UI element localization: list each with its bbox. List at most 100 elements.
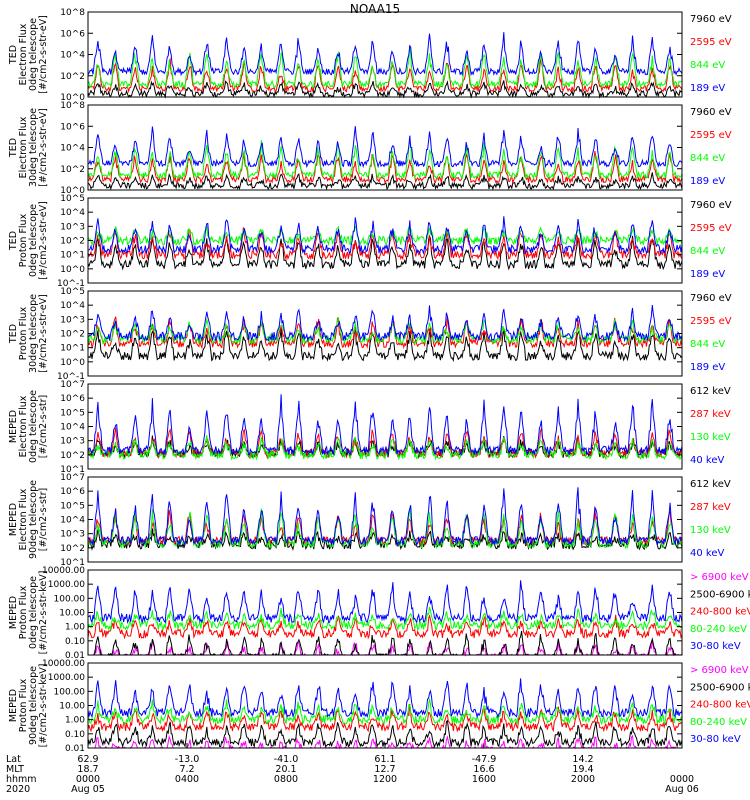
x-tick-label: -47.9 bbox=[472, 754, 497, 765]
x-tick-label: 1600 bbox=[472, 774, 496, 785]
x-tick-label: 2000 bbox=[571, 774, 595, 785]
y-axis-label-line: TED bbox=[8, 138, 19, 158]
y-tick-label: 10^-1 bbox=[57, 372, 85, 382]
y-tick-label: 10^4 bbox=[60, 51, 85, 61]
y-axis-label-line: Electron Flux bbox=[18, 488, 29, 550]
x-tick-label: 12.7 bbox=[374, 764, 395, 775]
legend-entry: 80-240 keV bbox=[690, 624, 747, 635]
x-tick-label: 1200 bbox=[373, 774, 397, 785]
series-line-40-kev bbox=[87, 394, 683, 457]
legend-entry: 30-80 keV bbox=[690, 641, 741, 652]
panel-7: 0.010.101.0010.00100.001000.0010000.00ME… bbox=[8, 566, 750, 661]
series-line-80-240-kev bbox=[87, 698, 683, 726]
y-axis-label: MEPED Electron Flux 0deg telescope [#/cm2-s… bbox=[8, 390, 49, 463]
y-tick-label: 10^4 bbox=[60, 423, 85, 433]
y-tick-label: 10^0 bbox=[60, 265, 85, 275]
panel-6: 10^1 10^2 10^3 10^4 10^5 10^6 10^7 MEPED Electro… bbox=[8, 473, 731, 568]
series-line-844-ev bbox=[87, 140, 683, 181]
x-axis-row-label: 2020 bbox=[6, 784, 30, 795]
x-axis-row-label: MLT bbox=[6, 764, 24, 775]
series-line-30-80-kev bbox=[87, 678, 683, 719]
y-axis-label-line: 0deg telescope bbox=[28, 18, 39, 91]
panel-frame bbox=[87, 569, 683, 656]
y-tick-label: 0.10 bbox=[65, 730, 85, 740]
legend-entry: 612 keV bbox=[690, 386, 731, 397]
x-axis-row-label: hhmm bbox=[6, 774, 37, 785]
y-axis-label-line: MEPED bbox=[8, 596, 19, 629]
y-tick-label: 10^3 bbox=[60, 222, 85, 232]
legend-entry: 80-240 keV bbox=[690, 717, 747, 728]
series-line-30-80-kev bbox=[87, 580, 683, 625]
y-axis-label-line: 0deg telescope bbox=[28, 390, 39, 463]
y-tick-label: 10^6 bbox=[60, 29, 85, 39]
y-axis-label-line: TED bbox=[8, 324, 19, 344]
legend-entry: 7960 eV bbox=[690, 107, 732, 118]
y-axis-label: TED Electron Flux 30deg telescope [#/cm2-s-… bbox=[8, 108, 49, 187]
panel-2: 10^0 10^2 10^4 10^6 10^8 TED Electron Flux 30de… bbox=[8, 101, 732, 196]
series-line-240-800-kev bbox=[87, 703, 683, 733]
series-line-2595-ev bbox=[87, 57, 683, 94]
y-tick-label: 10^2 bbox=[60, 72, 85, 82]
series-line-7960-ev bbox=[87, 172, 683, 191]
legend-entry: 612 keV bbox=[690, 479, 731, 490]
legend-entry: 2595 eV bbox=[690, 316, 732, 327]
legend-entry: 287 keV bbox=[690, 409, 731, 420]
series-line-130-kev bbox=[87, 435, 683, 461]
y-axis-label-line: Electron Flux bbox=[18, 395, 29, 457]
series-line-7960-ev bbox=[87, 234, 683, 271]
y-tick-label: 100.00 bbox=[54, 594, 86, 604]
y-tick-label: 10^7 bbox=[60, 473, 85, 483]
y-tick-label: 10000.00 bbox=[42, 659, 85, 669]
y-axis-label: TED Electron Flux 0deg telescope [#/cm2-s-s… bbox=[8, 15, 49, 94]
legend-entry: 844 eV bbox=[690, 339, 725, 350]
y-axis-label-line: TED bbox=[8, 45, 19, 65]
y-tick-label: 10^5 bbox=[60, 194, 85, 204]
y-tick-label: 10^5 bbox=[60, 287, 85, 297]
legend-entry: > 6900 keV bbox=[690, 665, 749, 676]
series-line-2595-ev bbox=[87, 316, 683, 350]
y-tick-label: 10^4 bbox=[60, 144, 85, 154]
x-tick-label: 61.1 bbox=[374, 754, 395, 765]
x-axis-row-label: Lat bbox=[6, 754, 21, 765]
y-tick-label: 0.10 bbox=[65, 637, 85, 647]
y-tick-label: 10^6 bbox=[60, 122, 85, 132]
x-tick-label: 18.7 bbox=[77, 764, 98, 775]
panel-5: 10^1 10^2 10^3 10^4 10^5 10^6 10^7 MEPED Electro… bbox=[8, 380, 731, 475]
x-tick-label: 19.4 bbox=[572, 764, 593, 775]
panel-4: 10^-1 10^0 10^1 10^2 10^3 10^4 10^5 TED Proton F… bbox=[8, 287, 732, 382]
y-axis-label-line: MEPED bbox=[8, 410, 19, 443]
legend-entry: 7960 eV bbox=[690, 14, 732, 25]
legend-entry: 287 keV bbox=[690, 502, 731, 513]
y-tick-label: 0.01 bbox=[65, 744, 85, 754]
y-tick-label: 10^8 bbox=[60, 8, 85, 18]
y-axis-label-line: [#/cm2-s-str-eV] bbox=[38, 108, 49, 187]
y-axis-label-line: Electron Flux bbox=[18, 116, 29, 178]
legend-entry: 240-800 keV bbox=[690, 700, 750, 711]
legend-entry: > 6900 keV bbox=[690, 572, 749, 583]
legend-entry: 2595 eV bbox=[690, 130, 732, 141]
y-axis-label: MEPED Proton Flux 90deg telescope [#/cm2-s-… bbox=[8, 664, 49, 748]
x-tick-label: 16.6 bbox=[473, 764, 494, 775]
x-tick-label: 7.2 bbox=[179, 764, 194, 775]
y-axis-label-line: 0deg telescope bbox=[28, 204, 39, 277]
legend-entry: 7960 eV bbox=[690, 200, 732, 211]
legend-entry: 30-80 keV bbox=[690, 734, 741, 745]
y-tick-label: 10^1 bbox=[60, 465, 85, 475]
y-axis-label-line: [#/cm2-s-str-keV] bbox=[38, 664, 49, 748]
x-tick-label: 0400 bbox=[175, 774, 199, 785]
series-line-189-ev bbox=[87, 216, 683, 256]
y-tick-label: 10^1 bbox=[60, 558, 85, 568]
y-tick-label: 10^4 bbox=[60, 208, 85, 218]
y-tick-label: 10000.00 bbox=[42, 566, 85, 576]
series-line-189-ev bbox=[87, 126, 683, 169]
series-line-80-240-kev bbox=[87, 606, 683, 632]
y-tick-label: 10.00 bbox=[59, 702, 85, 712]
y-axis-label-line: [#/cm2-s-str-eV] bbox=[38, 294, 49, 373]
series-line-40-kev bbox=[87, 487, 683, 547]
legend-entry: 130 keV bbox=[690, 525, 731, 536]
y-axis-label-line: [#/cm2-s-str] bbox=[38, 395, 49, 458]
y-axis-label-line: TED bbox=[8, 231, 19, 251]
y-tick-label: 10^-1 bbox=[57, 279, 85, 289]
